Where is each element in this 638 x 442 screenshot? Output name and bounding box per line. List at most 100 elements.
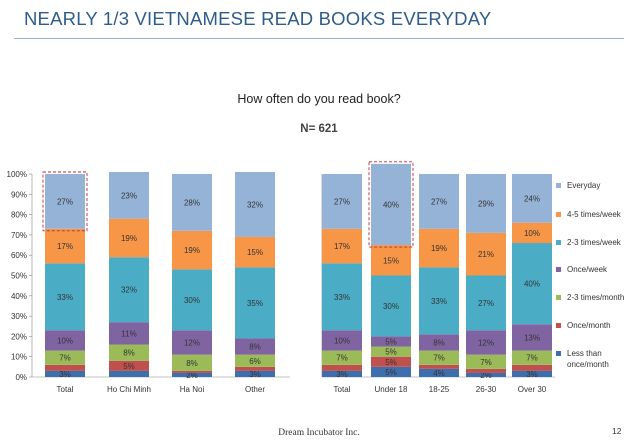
y-tick-label: 10% bbox=[11, 353, 27, 362]
data-label: 33% bbox=[57, 293, 73, 302]
data-label: 23% bbox=[121, 191, 137, 200]
data-label: 11% bbox=[121, 329, 136, 338]
y-tick-label: 70% bbox=[11, 231, 27, 240]
data-label: 33% bbox=[334, 293, 350, 302]
data-label: 19% bbox=[184, 246, 200, 255]
bar-segment bbox=[466, 275, 506, 331]
title-divider bbox=[14, 38, 624, 39]
bar-segment bbox=[172, 269, 212, 331]
legend-label: 2-3 times/week bbox=[567, 238, 622, 247]
x-tick-label: 18-25 bbox=[429, 385, 450, 394]
y-tick-label: 100% bbox=[7, 170, 27, 179]
bar-segment bbox=[322, 364, 362, 371]
data-label: 2% bbox=[186, 371, 198, 380]
data-label: 10% bbox=[524, 229, 540, 238]
data-label: 12% bbox=[478, 338, 494, 347]
bar-segment bbox=[322, 263, 362, 331]
bar-segment bbox=[512, 370, 552, 377]
bar-segment bbox=[45, 228, 85, 264]
x-tick-label: 26-30 bbox=[476, 385, 497, 394]
bar-segment bbox=[466, 232, 506, 276]
bar-segment bbox=[466, 330, 506, 355]
bar-segment bbox=[45, 364, 85, 371]
data-label: 40% bbox=[383, 200, 399, 209]
bar-segment bbox=[512, 364, 552, 371]
bar-segment bbox=[172, 370, 212, 373]
bar-segment bbox=[235, 171, 275, 237]
bar-segment bbox=[109, 344, 149, 361]
highlight-box bbox=[368, 161, 414, 248]
data-label: 30% bbox=[383, 302, 399, 311]
data-label: 10% bbox=[334, 336, 350, 345]
page-number: 12 bbox=[612, 426, 622, 436]
data-label: 4% bbox=[433, 369, 445, 378]
bar-segment bbox=[45, 350, 85, 365]
bar-segment bbox=[371, 163, 411, 246]
bar-segment bbox=[371, 366, 411, 377]
data-label: 5% bbox=[385, 368, 397, 377]
bar-segment bbox=[512, 222, 552, 244]
data-label: 5% bbox=[385, 348, 397, 357]
data-label: 17% bbox=[57, 242, 73, 251]
x-tick-label: Total bbox=[334, 385, 351, 394]
data-label: 19% bbox=[431, 244, 447, 253]
bar-segment bbox=[172, 372, 212, 377]
data-label: 7% bbox=[480, 358, 492, 367]
data-label: 3% bbox=[526, 370, 538, 379]
data-label: 15% bbox=[383, 256, 399, 265]
bar-segment bbox=[466, 372, 506, 377]
x-tick-label: Over 30 bbox=[518, 385, 547, 394]
bar-segment bbox=[109, 171, 149, 219]
data-label: 5% bbox=[385, 337, 397, 346]
data-label: 5% bbox=[123, 362, 135, 371]
data-label: 32% bbox=[247, 200, 263, 209]
bar-segment bbox=[419, 174, 459, 229]
footer-company: Dream Incubator Inc. bbox=[278, 428, 360, 438]
legend-label: 2-3 times/month bbox=[567, 293, 624, 302]
bar-segment bbox=[235, 370, 275, 377]
y-tick-label: 50% bbox=[11, 272, 27, 281]
legend-swatch bbox=[556, 240, 561, 245]
bar-segment bbox=[466, 354, 506, 369]
bar-segment bbox=[172, 230, 212, 270]
bar-segment bbox=[322, 370, 362, 377]
data-label: 28% bbox=[184, 198, 200, 207]
bar-segment bbox=[109, 360, 149, 371]
bar-segment bbox=[109, 257, 149, 323]
bar-segment bbox=[512, 324, 552, 351]
data-label: 21% bbox=[478, 250, 494, 259]
y-tick-label: 80% bbox=[11, 211, 27, 220]
legend-swatch bbox=[556, 295, 561, 300]
bar-segment bbox=[109, 322, 149, 345]
data-label: 10% bbox=[57, 336, 73, 345]
x-tick-label: Total bbox=[57, 385, 74, 394]
data-label: 7% bbox=[59, 354, 71, 363]
data-label: 27% bbox=[57, 197, 73, 206]
bar-segment bbox=[235, 366, 275, 371]
data-label: 6% bbox=[249, 357, 261, 366]
legend-swatch bbox=[556, 267, 561, 272]
data-label: 17% bbox=[334, 242, 350, 251]
bar-segment bbox=[371, 356, 411, 367]
legend-label: Less than bbox=[567, 349, 602, 358]
y-tick-label: 30% bbox=[11, 312, 27, 321]
bar-segment bbox=[419, 368, 459, 377]
slide-title: NEARLY 1/3 VIETNAMESE READ BOOKS EVERYDA… bbox=[24, 8, 492, 29]
bar-segment bbox=[235, 338, 275, 355]
bar-segment bbox=[45, 174, 85, 229]
bar-segment bbox=[109, 370, 149, 377]
bar-segment bbox=[172, 330, 212, 355]
bar-segment bbox=[322, 350, 362, 365]
highlight-box bbox=[42, 171, 88, 232]
legend-swatch bbox=[556, 351, 561, 356]
bar-segment bbox=[371, 275, 411, 337]
chart-title: How often do you read book? bbox=[237, 92, 401, 106]
data-label: 5% bbox=[385, 358, 397, 367]
data-label: 13% bbox=[524, 333, 540, 342]
data-label: 3% bbox=[249, 370, 261, 379]
data-label: 27% bbox=[431, 197, 447, 206]
sample-size: N= 621 bbox=[300, 123, 338, 135]
data-label: 32% bbox=[121, 286, 137, 295]
data-label: 27% bbox=[478, 299, 494, 308]
data-label: 8% bbox=[123, 349, 135, 358]
